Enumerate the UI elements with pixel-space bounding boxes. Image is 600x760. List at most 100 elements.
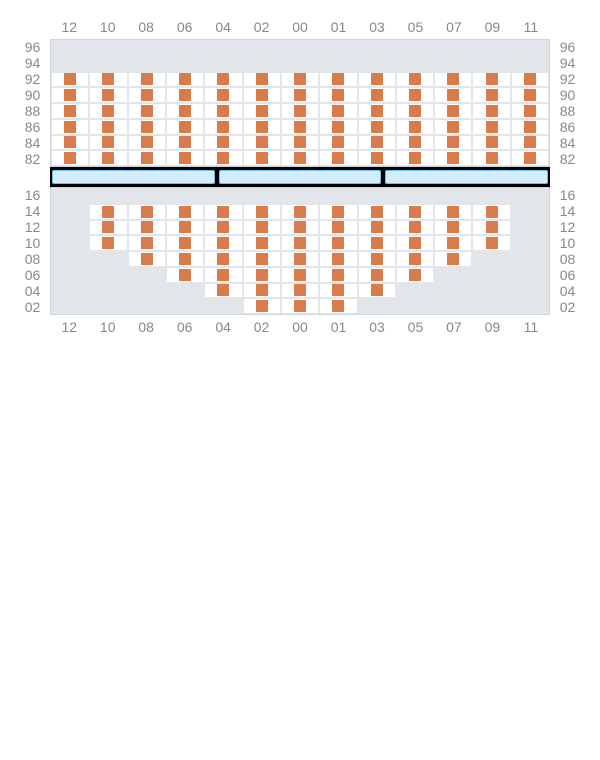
seat-cell[interactable] bbox=[281, 235, 319, 251]
seat-cell[interactable] bbox=[166, 87, 204, 103]
seat-cell[interactable] bbox=[281, 119, 319, 135]
seat-cell[interactable] bbox=[472, 87, 510, 103]
seat-cell[interactable] bbox=[166, 135, 204, 151]
seat-cell[interactable] bbox=[204, 220, 242, 236]
seat-cell[interactable] bbox=[434, 251, 472, 267]
seat-cell[interactable] bbox=[166, 251, 204, 267]
seat-cell[interactable] bbox=[396, 87, 434, 103]
seat-cell[interactable] bbox=[511, 72, 549, 88]
seat-cell[interactable] bbox=[358, 220, 396, 236]
seat-cell[interactable] bbox=[358, 235, 396, 251]
seat-cell[interactable] bbox=[243, 135, 281, 151]
seat-cell[interactable] bbox=[51, 72, 89, 88]
seat-cell[interactable] bbox=[472, 103, 510, 119]
seat-cell[interactable] bbox=[128, 135, 166, 151]
seat-cell[interactable] bbox=[243, 235, 281, 251]
seat-cell[interactable] bbox=[319, 135, 357, 151]
seat-cell[interactable] bbox=[204, 72, 242, 88]
seat-cell[interactable] bbox=[128, 119, 166, 135]
seat-cell[interactable] bbox=[128, 251, 166, 267]
seat-cell[interactable] bbox=[434, 135, 472, 151]
seat-cell[interactable] bbox=[358, 150, 396, 166]
seat-cell[interactable] bbox=[358, 103, 396, 119]
seat-cell[interactable] bbox=[358, 204, 396, 220]
seat-cell[interactable] bbox=[319, 87, 357, 103]
seat-cell[interactable] bbox=[396, 103, 434, 119]
seat-cell[interactable] bbox=[128, 150, 166, 166]
seat-cell[interactable] bbox=[511, 103, 549, 119]
seat-cell[interactable] bbox=[89, 220, 127, 236]
seat-cell[interactable] bbox=[243, 150, 281, 166]
seat-cell[interactable] bbox=[358, 251, 396, 267]
seat-cell[interactable] bbox=[472, 135, 510, 151]
seat-cell[interactable] bbox=[434, 235, 472, 251]
seat-cell[interactable] bbox=[434, 150, 472, 166]
seat-cell[interactable] bbox=[166, 150, 204, 166]
seat-cell[interactable] bbox=[204, 204, 242, 220]
seat-cell[interactable] bbox=[243, 87, 281, 103]
seat-cell[interactable] bbox=[128, 204, 166, 220]
seat-cell[interactable] bbox=[128, 72, 166, 88]
seat-cell[interactable] bbox=[243, 298, 281, 314]
seat-cell[interactable] bbox=[281, 298, 319, 314]
seat-cell[interactable] bbox=[396, 119, 434, 135]
seat-cell[interactable] bbox=[434, 72, 472, 88]
seat-cell[interactable] bbox=[51, 150, 89, 166]
seat-cell[interactable] bbox=[166, 103, 204, 119]
seat-cell[interactable] bbox=[434, 119, 472, 135]
seat-cell[interactable] bbox=[51, 135, 89, 151]
seat-cell[interactable] bbox=[281, 220, 319, 236]
seat-cell[interactable] bbox=[434, 204, 472, 220]
seat-cell[interactable] bbox=[434, 103, 472, 119]
seat-cell[interactable] bbox=[396, 150, 434, 166]
seat-cell[interactable] bbox=[243, 103, 281, 119]
seat-cell[interactable] bbox=[434, 87, 472, 103]
seat-cell[interactable] bbox=[472, 119, 510, 135]
seat-cell[interactable] bbox=[243, 204, 281, 220]
seat-cell[interactable] bbox=[472, 204, 510, 220]
seat-cell[interactable] bbox=[204, 235, 242, 251]
seat-cell[interactable] bbox=[281, 204, 319, 220]
seat-cell[interactable] bbox=[396, 220, 434, 236]
seat-cell[interactable] bbox=[51, 87, 89, 103]
seat-cell[interactable] bbox=[358, 87, 396, 103]
seat-cell[interactable] bbox=[319, 103, 357, 119]
seat-cell[interactable] bbox=[358, 267, 396, 283]
seat-cell[interactable] bbox=[281, 251, 319, 267]
seat-cell[interactable] bbox=[204, 119, 242, 135]
seat-cell[interactable] bbox=[204, 283, 242, 299]
seat-cell[interactable] bbox=[89, 119, 127, 135]
seat-cell[interactable] bbox=[281, 87, 319, 103]
seat-cell[interactable] bbox=[243, 220, 281, 236]
seat-cell[interactable] bbox=[243, 267, 281, 283]
seat-cell[interactable] bbox=[319, 267, 357, 283]
seat-cell[interactable] bbox=[472, 72, 510, 88]
seat-cell[interactable] bbox=[319, 204, 357, 220]
seat-cell[interactable] bbox=[128, 220, 166, 236]
seat-cell[interactable] bbox=[89, 103, 127, 119]
seat-cell[interactable] bbox=[511, 150, 549, 166]
seat-cell[interactable] bbox=[319, 119, 357, 135]
seat-cell[interactable] bbox=[89, 72, 127, 88]
seat-cell[interactable] bbox=[166, 72, 204, 88]
seat-cell[interactable] bbox=[204, 150, 242, 166]
seat-cell[interactable] bbox=[396, 251, 434, 267]
seat-cell[interactable] bbox=[204, 87, 242, 103]
seat-cell[interactable] bbox=[281, 103, 319, 119]
seat-cell[interactable] bbox=[396, 235, 434, 251]
seat-cell[interactable] bbox=[396, 267, 434, 283]
seat-cell[interactable] bbox=[319, 235, 357, 251]
seat-cell[interactable] bbox=[511, 135, 549, 151]
seat-cell[interactable] bbox=[319, 251, 357, 267]
seat-cell[interactable] bbox=[89, 135, 127, 151]
seat-cell[interactable] bbox=[51, 119, 89, 135]
seat-cell[interactable] bbox=[128, 235, 166, 251]
seat-cell[interactable] bbox=[358, 72, 396, 88]
seat-cell[interactable] bbox=[281, 72, 319, 88]
seat-cell[interactable] bbox=[243, 283, 281, 299]
seat-cell[interactable] bbox=[472, 150, 510, 166]
seat-cell[interactable] bbox=[89, 204, 127, 220]
seat-cell[interactable] bbox=[472, 220, 510, 236]
seat-cell[interactable] bbox=[281, 283, 319, 299]
seat-cell[interactable] bbox=[204, 267, 242, 283]
